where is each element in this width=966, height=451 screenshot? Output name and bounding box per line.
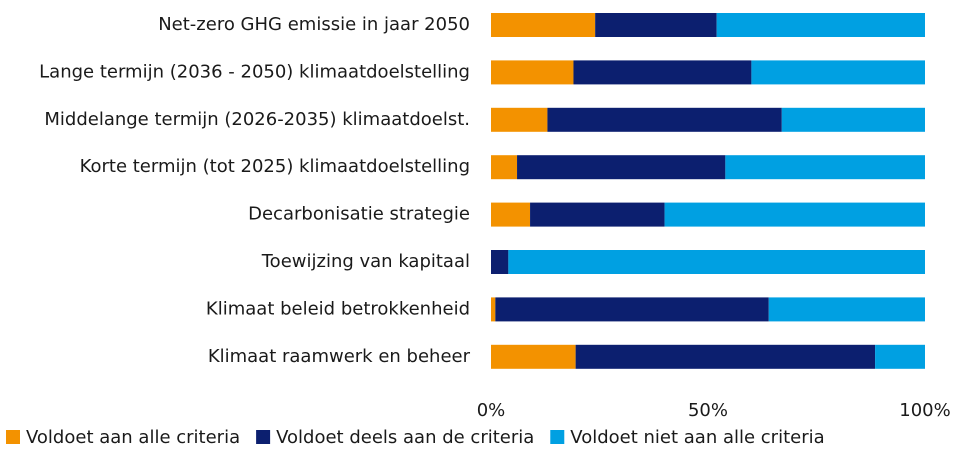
bar-segment — [517, 155, 726, 180]
bar-segment — [491, 202, 531, 227]
bar-segment — [575, 344, 876, 369]
bar-segment — [725, 155, 925, 180]
bar-segment — [781, 107, 925, 132]
bar-segment — [716, 13, 925, 37]
bar-segment — [875, 344, 925, 369]
legend-swatch — [6, 430, 20, 444]
bar-segment — [547, 107, 782, 132]
x-tick-label: 50% — [688, 400, 728, 421]
category-label: Klimaat beleid betrokkenheid — [206, 298, 470, 319]
bar-segment — [495, 297, 769, 322]
bar-segment — [530, 202, 665, 227]
bar-segment — [508, 250, 925, 274]
category-label: Middelange termijn (2026-2035) klimaatdo… — [44, 109, 470, 130]
legend-label: Voldoet deels aan de criteria — [276, 427, 534, 448]
legend-swatch — [550, 430, 565, 444]
legend-label: Voldoet aan alle criteria — [26, 427, 240, 448]
legend-swatch — [256, 430, 271, 444]
legend-label: Voldoet niet aan alle criteria — [570, 427, 824, 448]
bar-segment — [491, 297, 496, 322]
category-label: Klimaat raamwerk en beheer — [208, 346, 471, 367]
bar-segment — [491, 60, 574, 85]
bar-segment — [491, 13, 596, 37]
bar-segment — [491, 155, 518, 180]
category-label: Korte termijn (tot 2025) klimaatdoelstel… — [80, 156, 470, 177]
bar-segment — [768, 297, 925, 322]
x-tick-label: 0% — [477, 400, 506, 421]
bar-segment — [595, 13, 717, 37]
category-label: Net-zero GHG emissie in jaar 2050 — [158, 14, 470, 35]
bar-segment — [751, 60, 925, 85]
category-label: Decarbonisatie strategie — [248, 204, 470, 225]
bar-segment — [491, 250, 509, 274]
bar-segment — [491, 344, 576, 369]
bar-segment — [573, 60, 752, 85]
category-label: Toewijzing van kapitaal — [261, 251, 470, 272]
x-tick-label: 100% — [899, 400, 950, 421]
category-label: Lange termijn (2036 - 2050) klimaatdoels… — [39, 61, 470, 82]
bar-segment — [491, 107, 548, 132]
bar-segment — [664, 202, 925, 227]
